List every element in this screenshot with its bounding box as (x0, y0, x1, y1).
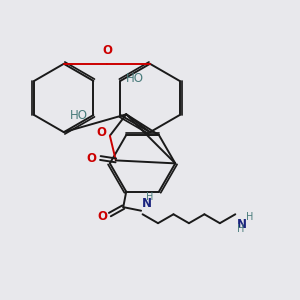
Text: O: O (102, 44, 112, 57)
Text: H: H (237, 224, 244, 234)
Text: O: O (97, 210, 107, 223)
Text: HO: HO (70, 109, 88, 122)
Text: H: H (146, 192, 153, 203)
Text: N: N (142, 197, 152, 210)
Text: HO: HO (126, 72, 144, 85)
Text: O: O (87, 152, 97, 164)
Text: H: H (246, 212, 253, 222)
Text: N: N (237, 218, 247, 231)
Text: O: O (96, 126, 106, 139)
